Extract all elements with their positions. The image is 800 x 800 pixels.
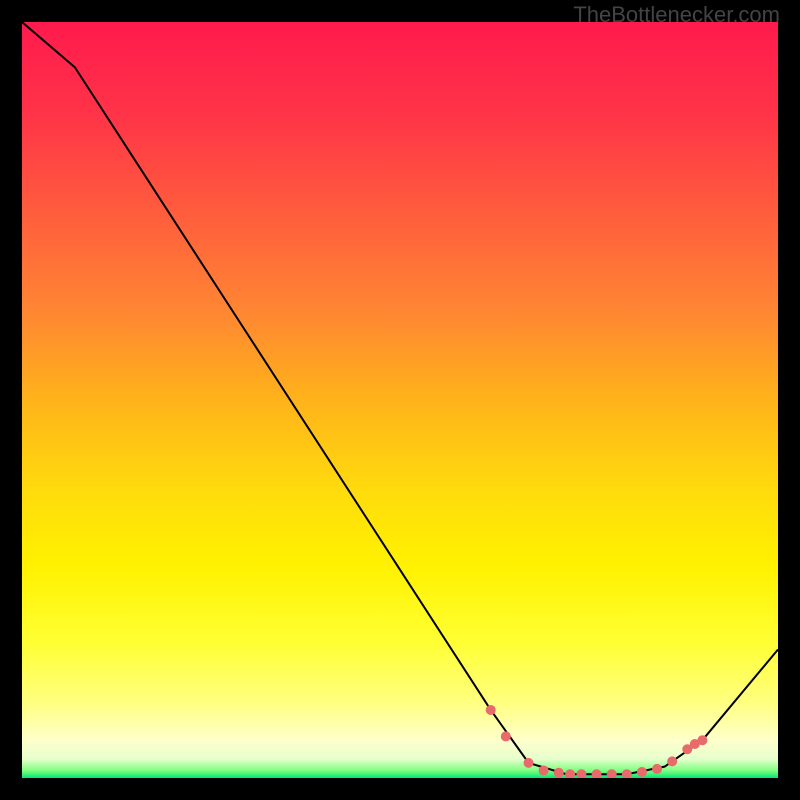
chart-plot-area	[22, 22, 778, 778]
marker-point	[622, 770, 631, 778]
marker-point	[668, 757, 677, 766]
bottleneck-chart	[22, 22, 778, 778]
marker-point	[607, 770, 616, 778]
marker-point	[592, 770, 601, 778]
marker-point	[637, 767, 646, 776]
watermark-text: TheBottlenecker.com	[573, 2, 780, 28]
marker-point	[577, 770, 586, 778]
chart-background	[22, 22, 778, 778]
marker-point	[698, 736, 707, 745]
marker-point	[486, 705, 495, 714]
marker-point	[566, 770, 575, 778]
marker-point	[554, 768, 563, 777]
marker-point	[524, 758, 533, 767]
marker-point	[653, 764, 662, 773]
marker-point	[501, 732, 510, 741]
marker-point	[539, 766, 548, 775]
